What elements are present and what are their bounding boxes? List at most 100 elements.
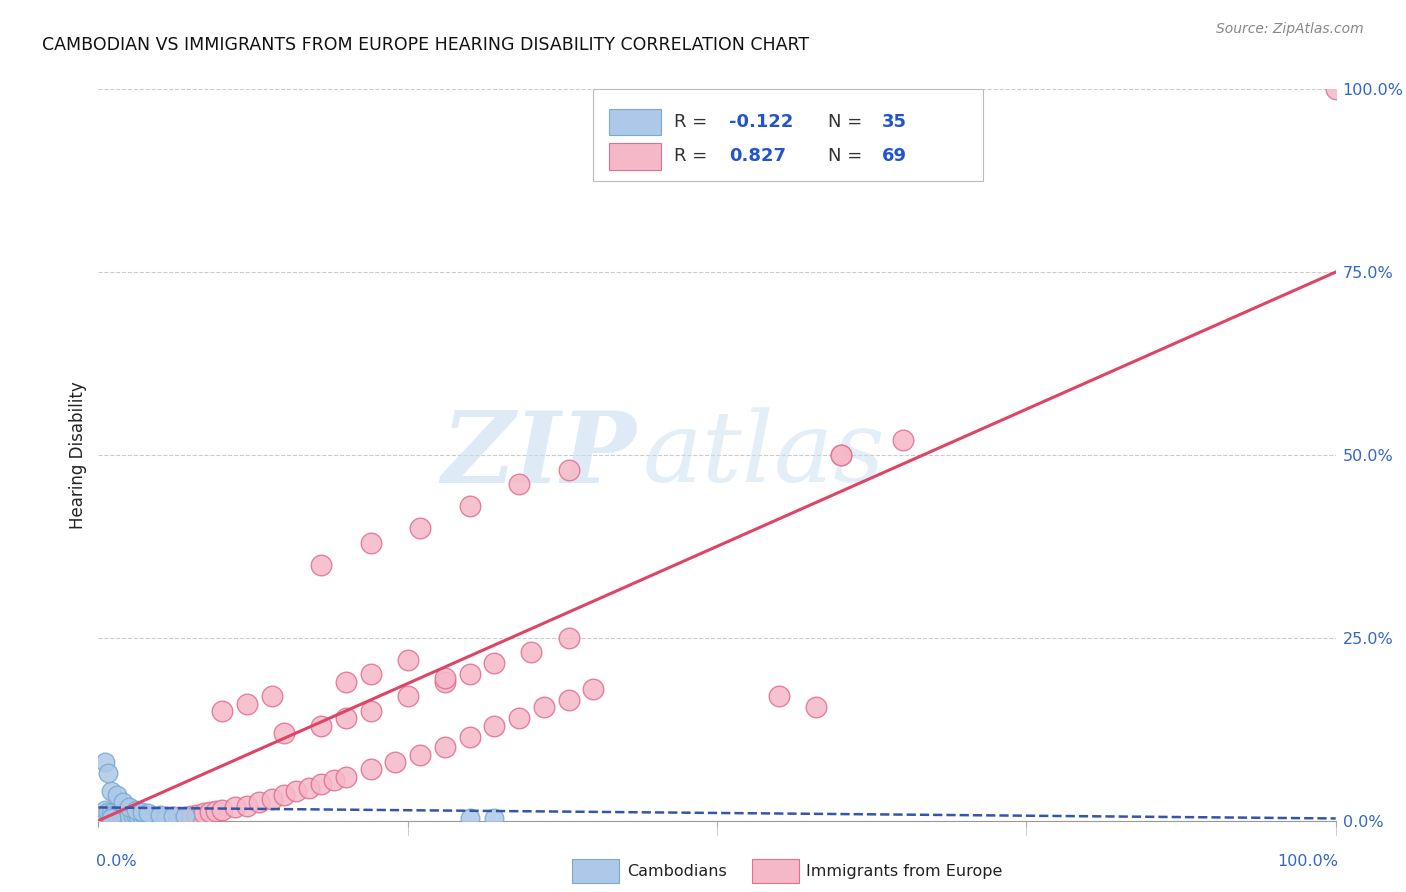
Point xyxy=(458,667,481,681)
Point xyxy=(131,805,153,819)
Point xyxy=(360,667,382,681)
Point xyxy=(124,810,146,824)
Point xyxy=(309,718,332,732)
Point xyxy=(114,808,136,822)
Point xyxy=(105,810,128,824)
Point xyxy=(285,784,308,798)
Text: R =: R = xyxy=(673,113,713,131)
Point xyxy=(162,808,184,822)
Point xyxy=(830,448,852,462)
Point xyxy=(93,810,115,824)
Point xyxy=(484,718,506,732)
Point xyxy=(136,810,159,824)
Point xyxy=(103,807,125,822)
Point xyxy=(131,810,153,824)
FancyBboxPatch shape xyxy=(572,859,619,883)
Point xyxy=(167,810,190,824)
Text: Immigrants from Europe: Immigrants from Europe xyxy=(806,863,1002,879)
Point xyxy=(174,809,197,823)
Point xyxy=(484,657,506,671)
Point xyxy=(198,805,221,819)
Point xyxy=(260,690,283,704)
Point xyxy=(768,690,790,704)
Point xyxy=(335,770,357,784)
Point xyxy=(384,755,406,769)
Point xyxy=(1324,82,1347,96)
Text: Source: ZipAtlas.com: Source: ZipAtlas.com xyxy=(1216,22,1364,37)
Point xyxy=(149,810,172,824)
FancyBboxPatch shape xyxy=(752,859,799,883)
Point xyxy=(93,803,115,817)
Point xyxy=(309,558,332,572)
Point xyxy=(180,808,202,822)
FancyBboxPatch shape xyxy=(609,144,661,169)
Point xyxy=(557,693,579,707)
Point xyxy=(134,810,156,824)
Point xyxy=(582,681,605,696)
Point xyxy=(360,704,382,718)
Point xyxy=(247,796,270,810)
Point xyxy=(136,806,159,821)
Point xyxy=(409,747,432,762)
Point xyxy=(433,674,456,689)
Point xyxy=(193,806,215,821)
Point xyxy=(211,704,233,718)
Point xyxy=(118,810,141,824)
Point xyxy=(155,810,177,824)
Point xyxy=(260,791,283,805)
Point xyxy=(149,810,172,824)
Point xyxy=(118,809,141,823)
Point xyxy=(136,810,159,824)
Point xyxy=(409,521,432,535)
Point xyxy=(174,810,197,824)
Point xyxy=(112,810,135,824)
Point xyxy=(155,811,177,825)
Point xyxy=(508,477,530,491)
Text: N =: N = xyxy=(828,147,869,166)
Point xyxy=(273,788,295,802)
Point xyxy=(110,808,132,822)
Point xyxy=(520,645,543,659)
Point xyxy=(93,755,115,769)
Text: -0.122: -0.122 xyxy=(730,113,794,131)
Point xyxy=(205,804,228,818)
Point xyxy=(458,812,481,826)
Point xyxy=(891,434,914,448)
Point xyxy=(100,806,122,821)
Point xyxy=(804,700,827,714)
Text: 35: 35 xyxy=(882,113,907,131)
Point xyxy=(830,448,852,462)
Point xyxy=(124,803,146,817)
Point xyxy=(146,810,169,824)
Text: 0.0%: 0.0% xyxy=(96,854,136,869)
Point xyxy=(396,653,419,667)
Text: 0.827: 0.827 xyxy=(730,147,786,166)
Point xyxy=(484,812,506,826)
Text: CAMBODIAN VS IMMIGRANTS FROM EUROPE HEARING DISABILITY CORRELATION CHART: CAMBODIAN VS IMMIGRANTS FROM EUROPE HEAR… xyxy=(42,36,810,54)
Point xyxy=(396,690,419,704)
Point xyxy=(273,726,295,740)
Point xyxy=(97,766,120,780)
Point xyxy=(131,810,153,824)
Point xyxy=(508,711,530,725)
Point xyxy=(100,784,122,798)
Point xyxy=(335,711,357,725)
Point xyxy=(124,809,146,823)
Text: atlas: atlas xyxy=(643,408,886,502)
Point xyxy=(105,807,128,822)
Point xyxy=(433,740,456,755)
Point xyxy=(298,780,321,795)
Point xyxy=(236,697,259,711)
Point xyxy=(143,810,166,824)
FancyBboxPatch shape xyxy=(593,89,983,180)
Point xyxy=(118,800,141,814)
Point xyxy=(139,810,162,824)
Point xyxy=(186,807,208,822)
Text: 69: 69 xyxy=(882,147,907,166)
Point xyxy=(224,800,246,814)
Point xyxy=(112,796,135,810)
Point xyxy=(162,810,184,824)
Point xyxy=(127,809,149,823)
Point xyxy=(112,808,135,822)
Point xyxy=(335,674,357,689)
